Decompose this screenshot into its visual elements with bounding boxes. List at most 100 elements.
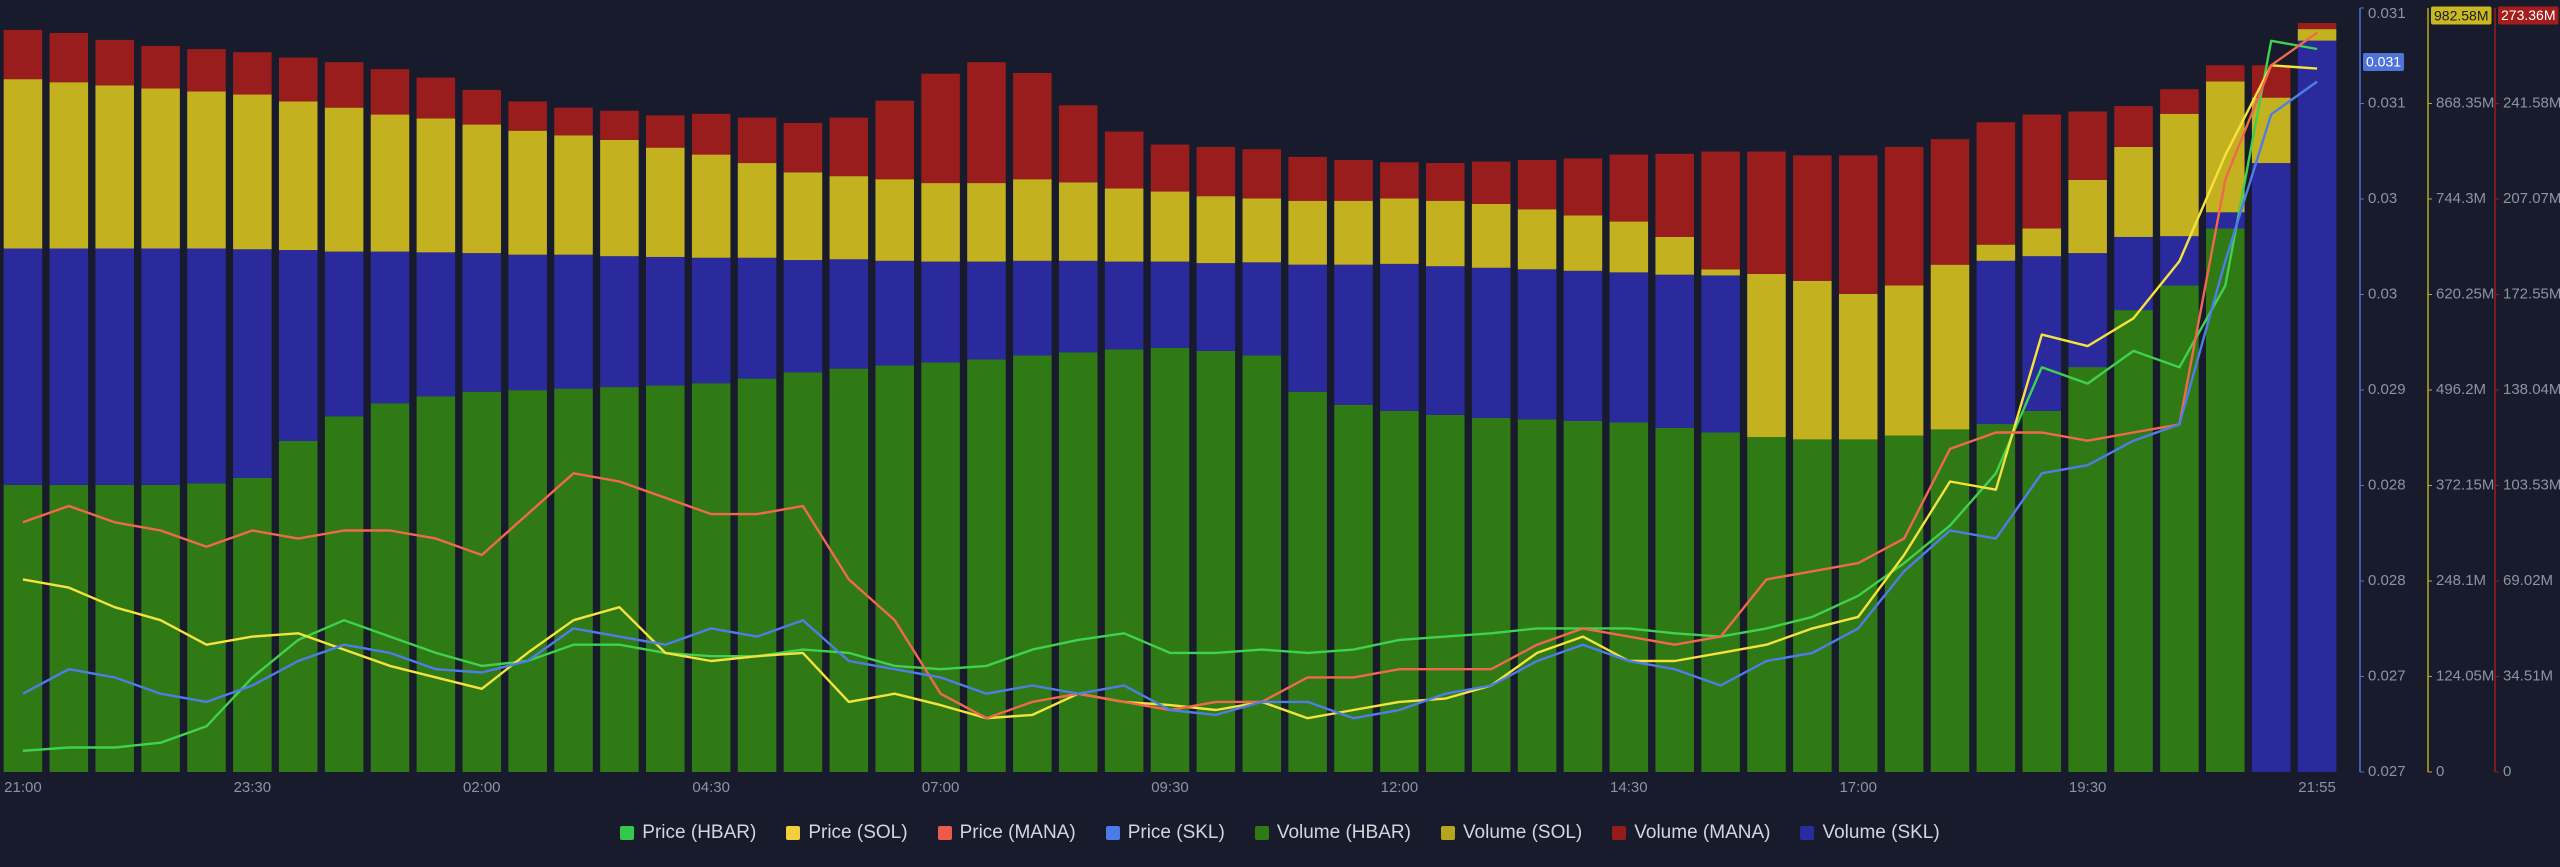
volume-bar xyxy=(1701,151,1740,270)
volume-bar xyxy=(1609,221,1649,273)
volume-bar xyxy=(783,172,823,261)
volume-bar xyxy=(462,253,502,392)
volume-bar xyxy=(2114,106,2153,147)
volume-bar xyxy=(921,183,960,262)
tick-label: 0 xyxy=(2503,763,2511,780)
volume-bar xyxy=(1976,122,2016,245)
volume-bar xyxy=(324,107,364,252)
tick-label: 868.35M xyxy=(2436,94,2494,111)
legend-item[interactable]: Price (SOL) xyxy=(786,822,908,844)
volume-bar xyxy=(3,79,43,249)
volume-bar xyxy=(646,385,685,772)
volume-bar xyxy=(2114,236,2153,311)
legend-label: Price (SOL) xyxy=(808,822,908,843)
volume-bar xyxy=(1058,260,1098,353)
volume-bar xyxy=(1838,439,1878,772)
legend-swatch xyxy=(1612,826,1627,840)
volume-bar xyxy=(646,256,685,386)
volume-bar xyxy=(1701,432,1740,772)
volume-bar xyxy=(691,113,731,155)
bars xyxy=(3,22,2337,773)
volume-bar xyxy=(1517,269,1557,420)
legend-label: Volume (SOL) xyxy=(1462,822,1583,843)
volume-bar xyxy=(829,176,869,260)
volume-bar xyxy=(233,249,272,478)
tick-label: 620.25M xyxy=(2436,285,2494,302)
volume-bar xyxy=(1517,209,1557,270)
volume-bar xyxy=(1930,429,1970,772)
volume-bar xyxy=(1517,419,1557,772)
volume-bar xyxy=(49,248,89,485)
legend-item[interactable]: Price (HBAR) xyxy=(620,822,756,844)
volume-bar xyxy=(416,118,456,253)
volume-bar xyxy=(691,154,731,258)
volume-bar xyxy=(1609,272,1649,423)
tick-label: 207.07M xyxy=(2503,190,2560,207)
legend-label: Volume (HBAR) xyxy=(1276,822,1411,843)
volume-bar xyxy=(1150,191,1190,262)
volume-bar xyxy=(1058,352,1098,772)
volume-bar xyxy=(324,251,364,417)
volume-bar xyxy=(370,114,410,252)
tick-label: 248.1M xyxy=(2436,572,2486,589)
x-tick-label: 19:30 xyxy=(2069,779,2107,796)
volume-bar xyxy=(967,359,1006,772)
volume-bar xyxy=(1976,260,2016,425)
volume-bar xyxy=(646,115,685,148)
legend-item[interactable]: Volume (SOL) xyxy=(1440,822,1583,844)
volume-bar xyxy=(1288,264,1327,392)
volume-bar xyxy=(1793,439,1832,772)
volume-bar xyxy=(1426,414,1465,772)
volume-bar xyxy=(1334,159,1373,201)
volume-bar xyxy=(1471,267,1511,418)
volume-bar xyxy=(1838,155,1878,294)
tick-label: 138.04M xyxy=(2503,381,2560,398)
volume-bar xyxy=(462,124,502,254)
volume-bar xyxy=(921,362,960,772)
volume-bar xyxy=(1471,203,1511,268)
volume-bar xyxy=(1242,149,1282,199)
volume-bar xyxy=(187,248,226,484)
volume-bar xyxy=(1655,236,1694,275)
volume-bar xyxy=(1609,154,1649,222)
legend-item[interactable]: Volume (MANA) xyxy=(1612,822,1770,844)
volume-bar xyxy=(141,248,180,485)
tick-label: 241.58M xyxy=(2503,94,2560,111)
tick-label: 0.027 xyxy=(2368,763,2406,780)
volume-bar xyxy=(508,254,547,391)
volume-bar xyxy=(141,46,180,89)
volume-bar xyxy=(783,372,823,772)
chart: 0.027 0.027 0.028 0.028 0.029 0.03 0.03 0.031 0.… xyxy=(3,5,2560,796)
volume-bar xyxy=(278,440,318,772)
legend-swatch xyxy=(786,826,801,840)
volume-bar xyxy=(1104,349,1144,772)
volume-bar xyxy=(967,183,1006,262)
volume-bar xyxy=(1701,269,1740,276)
legend-item[interactable]: Volume (SKL) xyxy=(1800,822,1940,844)
volume-bar xyxy=(1150,144,1190,192)
volume-bar xyxy=(462,391,502,772)
tick-label: 124.05M xyxy=(2436,667,2494,684)
volume-bar xyxy=(875,365,914,772)
tick-label: 0.027 xyxy=(2368,667,2406,684)
volume-bar xyxy=(508,130,547,255)
volume-bar xyxy=(416,77,456,119)
price-line xyxy=(22,80,2318,720)
volume-bar xyxy=(554,254,593,389)
legend-item[interactable]: Price (MANA) xyxy=(937,822,1076,844)
legend-label: Volume (SKL) xyxy=(1822,822,1940,843)
volume-bar xyxy=(1793,155,1832,281)
volume-bar xyxy=(1517,159,1557,210)
volume-bar xyxy=(370,69,410,115)
tick-label: 0.028 xyxy=(2368,476,2406,493)
axes: 0.027 0.027 0.028 0.028 0.029 0.03 0.03 0.031 0.… xyxy=(4,5,2560,796)
legend-item[interactable]: Volume (HBAR) xyxy=(1254,822,1411,844)
volume-bar xyxy=(875,260,914,366)
volume-bar xyxy=(1976,244,2016,261)
volume-bar xyxy=(278,101,318,251)
volume-bar xyxy=(508,101,547,131)
legend-item[interactable]: Price (SKL) xyxy=(1105,822,1225,844)
volume-bar xyxy=(1013,179,1052,261)
volume-bar xyxy=(1334,200,1373,265)
tick-label: 0.03 xyxy=(2368,190,2397,207)
